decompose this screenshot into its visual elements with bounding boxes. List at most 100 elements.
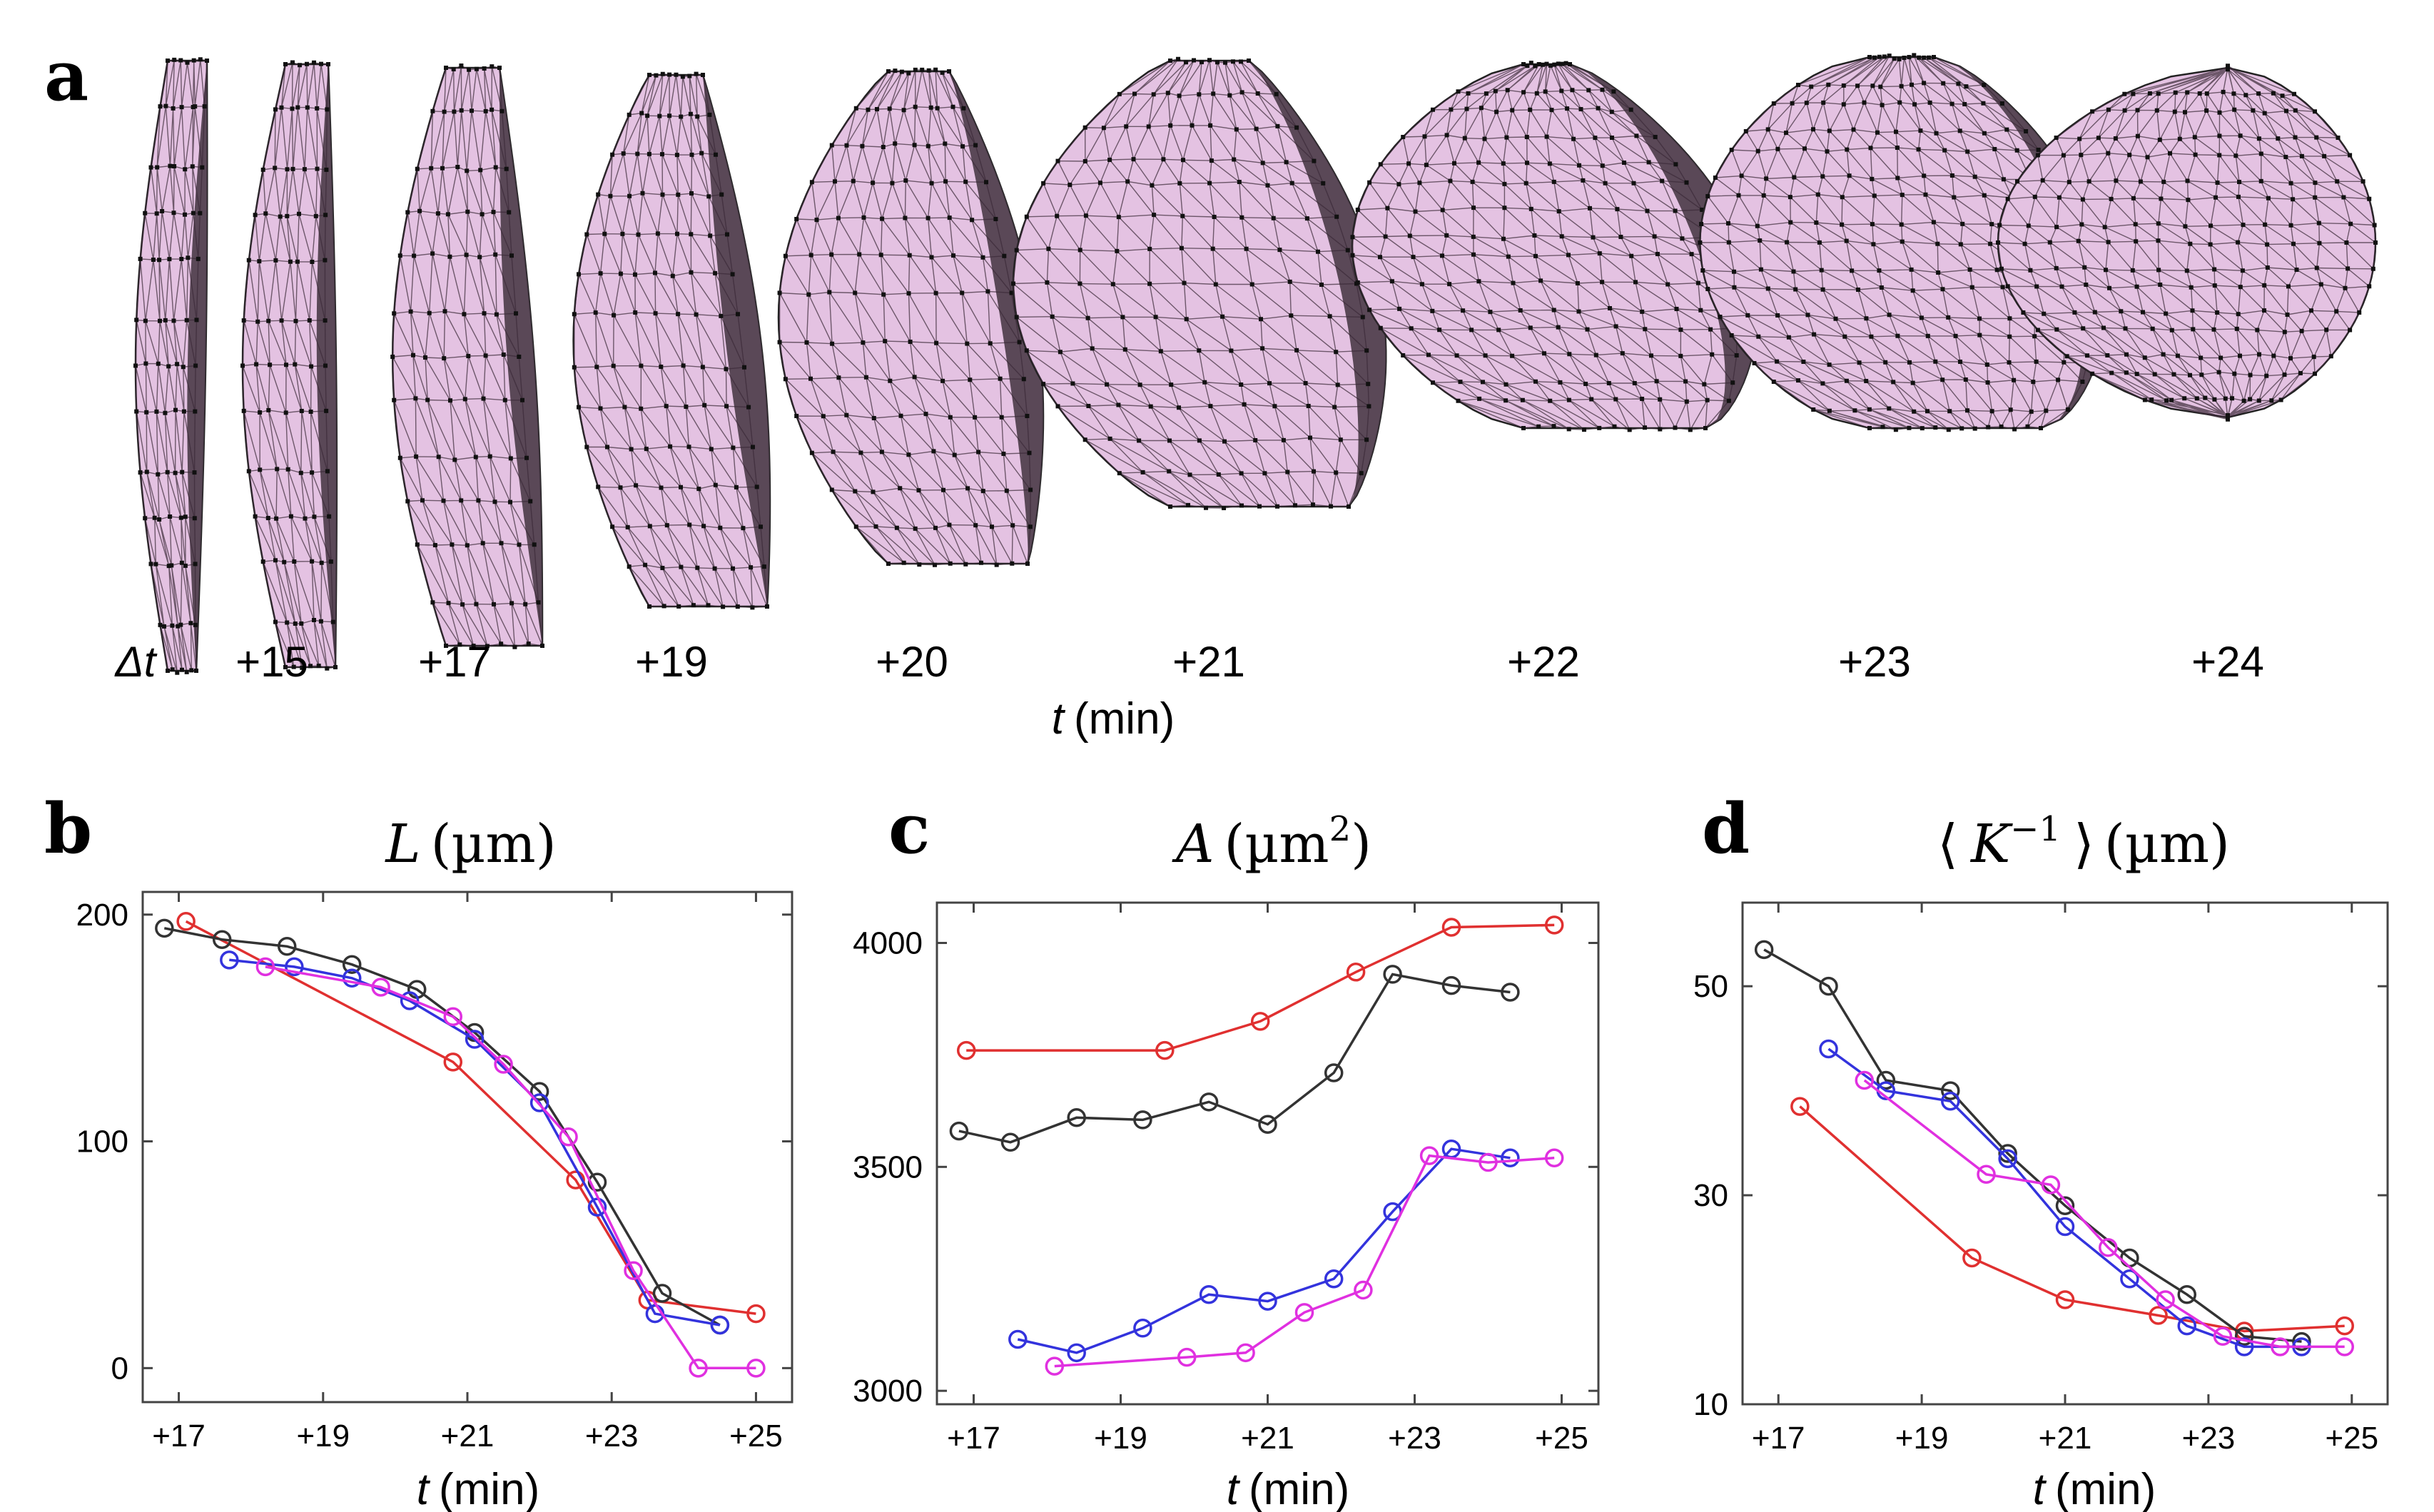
chart-b-data-point <box>559 1127 578 1147</box>
chart-c-title-sup: 2 <box>1329 809 1352 849</box>
chart-b-data-point <box>529 1093 549 1112</box>
chart-d-ytick-label: 50 <box>1693 969 1728 1004</box>
chart-d-data-point <box>2292 1331 2311 1351</box>
chart-d-xlabel-unit: (min) <box>2055 1465 2156 1512</box>
chart-d-data-point <box>1790 1097 1810 1116</box>
chart-b-ytick-label: 200 <box>76 898 128 933</box>
chart-c-data-point <box>1324 1269 1344 1289</box>
chart-c-series-line-0 <box>966 923 1555 1052</box>
chart-c-data-point <box>1383 965 1402 984</box>
chart-c-frame <box>935 901 1600 1406</box>
chart-b-title-unit: (µm) <box>431 813 557 875</box>
chart-b-data-point <box>400 991 420 1010</box>
panel-c: c A (µm2) +17 +19 +21 +23 +25 3000 3500 4000 t (m… <box>853 788 1600 1512</box>
chart-b-data-point <box>746 1304 766 1324</box>
chart-d-xlabel: t (min) <box>2033 1465 2156 1512</box>
mesh-face <box>1351 63 1758 430</box>
chart-c-title-close: ) <box>1351 813 1371 875</box>
chart-c-plot: +17 +19 +21 +23 +25 3000 3500 4000 <box>853 901 1600 1456</box>
chart-d-data-point <box>2055 1196 2075 1215</box>
time-label-delta-t: Δt <box>114 638 158 686</box>
chart-b-data-point <box>746 1359 766 1378</box>
chart-c-data-point <box>1346 963 1366 982</box>
chart-d-data-point <box>1977 1165 1996 1184</box>
chart-d-data-point <box>1819 976 1838 996</box>
chart-d-ytick-label: 30 <box>1693 1178 1728 1213</box>
mesh-vertices <box>1698 53 2095 432</box>
chart-c-data-point <box>1133 1110 1152 1130</box>
panel-letter-c: c <box>888 788 930 869</box>
mesh-vertices <box>390 64 544 649</box>
chart-c-data-point <box>949 1121 969 1141</box>
chart-d-title-left: ⟨ <box>1937 813 1958 875</box>
chart-b-data-point <box>155 918 174 938</box>
chart-c-xtick-label: +23 <box>1388 1421 1441 1456</box>
chart-c-xtick-label: +17 <box>947 1421 1000 1456</box>
chart-c-data-point <box>1501 1148 1520 1168</box>
chart-d-title-sup: −1 <box>2010 809 2061 849</box>
chart-d-title-right: ⟩ <box>2074 813 2094 875</box>
chart-d-data-point <box>1754 940 1774 960</box>
chart-d-data-point <box>1998 1144 2017 1163</box>
chart-d-xtick-label: +17 <box>1752 1421 1805 1456</box>
mesh-vertices <box>133 57 209 675</box>
chart-d-data-point <box>1998 1149 2017 1169</box>
time-label-7: +24 <box>2191 638 2264 686</box>
panel-d: d ⟨ K−1 ⟩ (µm) +17 +19 +21 +23 +25 10 30 50 t (min) <box>1693 788 2389 1512</box>
chart-b-data-point <box>176 912 196 931</box>
chart-c-data-point <box>956 1040 976 1060</box>
chart-b-data-point <box>689 1359 708 1378</box>
chart-c-data-point <box>1133 1319 1152 1338</box>
chart-b-data-point <box>371 978 390 997</box>
chart-c-xtick-label: +21 <box>1241 1421 1294 1456</box>
mesh-shape-3 <box>572 71 771 610</box>
chart-b-title-var: L <box>384 813 420 875</box>
chart-c-data-point <box>1258 1115 1277 1134</box>
chart-c-data-point <box>1354 1280 1373 1300</box>
chart-d-data-point <box>1962 1248 1982 1268</box>
panel-a-xlabel-var: t <box>1052 694 1066 744</box>
mesh-row <box>133 53 2378 675</box>
chart-b-data-point <box>465 1030 485 1049</box>
chart-b-xtick-label: +21 <box>441 1419 495 1453</box>
chart-d-data-point <box>1855 1070 1875 1090</box>
chart-c-series-line-2 <box>1017 1147 1511 1354</box>
chart-d-xlabel-var: t <box>2033 1465 2047 1512</box>
chart-b-data-point <box>342 955 362 974</box>
chart-c-data-point <box>1199 1092 1219 1112</box>
chart-c-title: A (µm2) <box>1172 809 1371 875</box>
chart-d-data-point <box>1819 1039 1838 1059</box>
chart-b-data-point <box>566 1170 585 1189</box>
chart-b-ytick-label: 100 <box>76 1125 128 1160</box>
chart-d-series-line-2 <box>1827 1047 2302 1349</box>
chart-d-data-point <box>1876 1070 1896 1090</box>
chart-b-data-point <box>652 1284 672 1303</box>
mesh-edges <box>392 65 543 648</box>
chart-d-data-point <box>1941 1092 1960 1111</box>
chart-b-xtick-label: +19 <box>296 1419 350 1453</box>
time-label-1: +17 <box>418 638 491 686</box>
chart-c-data-point <box>1441 918 1461 937</box>
mesh-shape-8 <box>1996 64 2378 422</box>
chart-d-data-point <box>2177 1316 2197 1336</box>
chart-d-xtick-label: +25 <box>2325 1421 2378 1456</box>
time-label-3: +20 <box>876 638 948 686</box>
chart-b-data-point <box>710 1315 730 1335</box>
chart-b-data-point <box>255 957 275 977</box>
chart-d-title-var: K <box>1969 813 2013 875</box>
chart-d-data-point <box>2335 1337 2354 1356</box>
time-label-2: +19 <box>635 638 708 686</box>
chart-d-xtick-label: +21 <box>2039 1421 2092 1456</box>
chart-d-data-point <box>2271 1337 2290 1356</box>
time-label-0: +15 <box>235 638 308 686</box>
mesh-vertices <box>1350 61 1739 432</box>
chart-c-data-point <box>1177 1347 1197 1367</box>
chart-b-xlabel-unit: (min) <box>439 1465 539 1512</box>
chart-b-data-point <box>277 937 297 956</box>
mesh-shape-2 <box>390 64 544 649</box>
chart-b-data-point <box>494 1055 513 1074</box>
chart-c-data-point <box>1199 1284 1219 1304</box>
chart-d-series-line-1 <box>1763 948 2302 1343</box>
chart-c-title-unit: (µm <box>1224 813 1329 875</box>
chart-c-series-line-1 <box>958 973 1511 1144</box>
